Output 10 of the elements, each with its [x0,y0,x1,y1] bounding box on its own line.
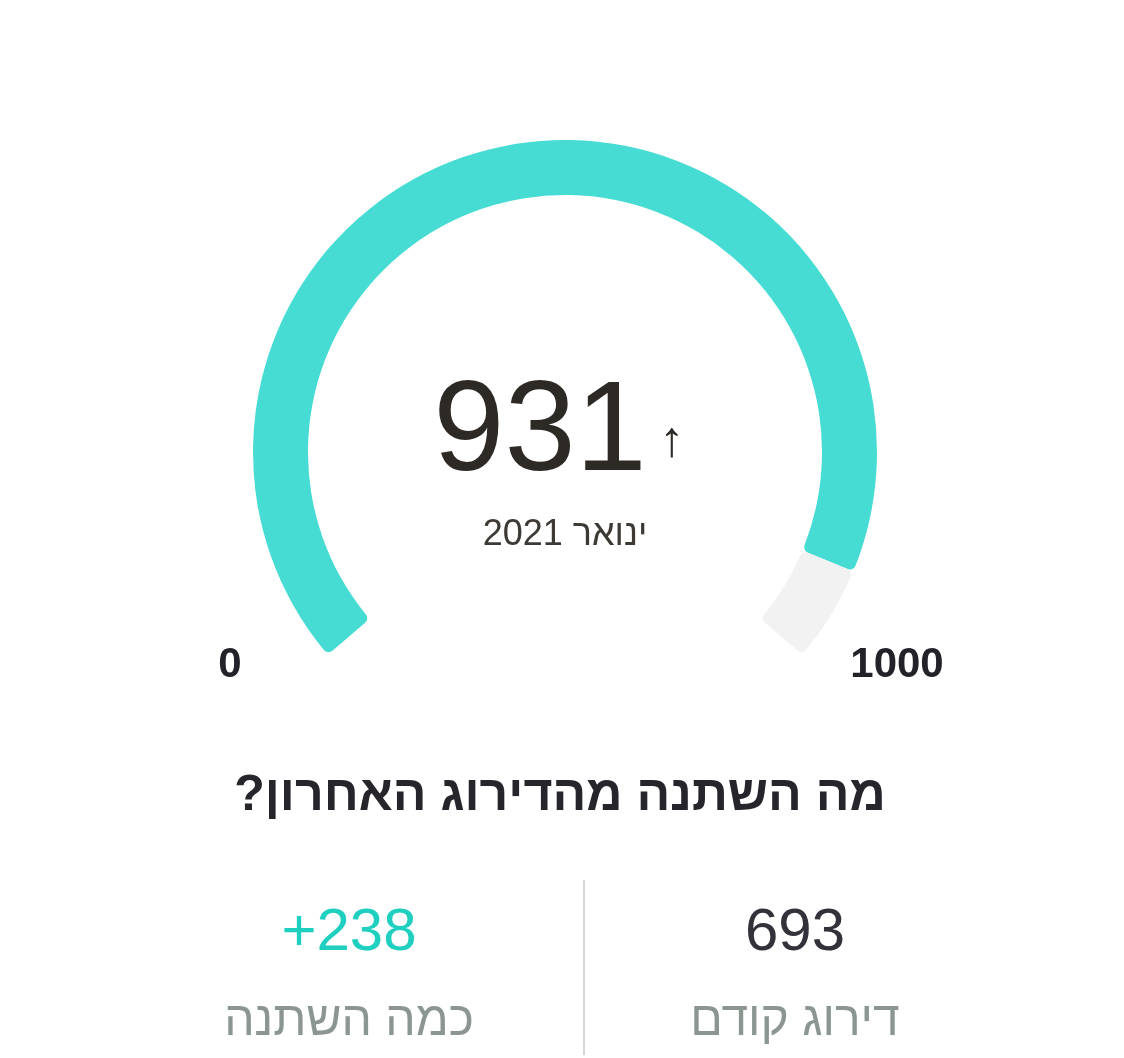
text: דירוג קודם [690,992,900,1045]
data-label: 931 [433,354,647,497]
text: ינואר 2021 [482,512,648,553]
text: 1000 [850,639,944,686]
text: +238 [281,896,417,963]
text: כמה השתנה [224,992,474,1045]
text: 0 [218,639,242,686]
text: ↑ [659,411,685,467]
text: מה השתנה מהדירוג האחרון? [234,765,886,821]
text: 693 [744,896,846,963]
